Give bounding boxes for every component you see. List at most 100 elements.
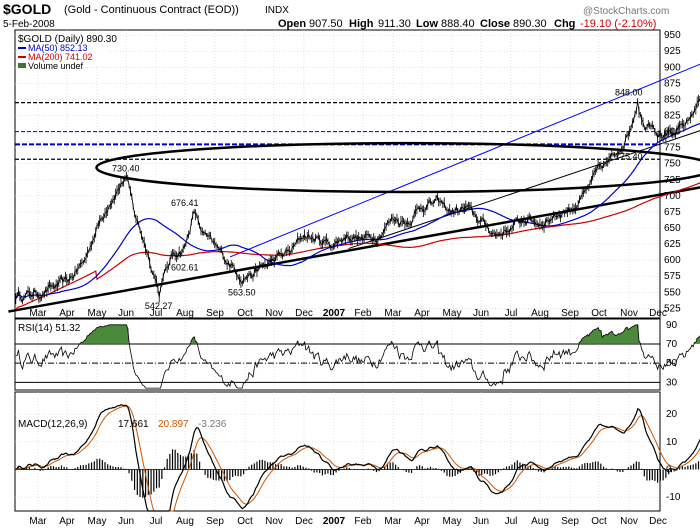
watermark: @StockCharts.com [583, 6, 669, 17]
ma200-line [15, 182, 700, 310]
low-label: Low [416, 18, 438, 30]
macd-tick-label: -10 [666, 492, 681, 503]
price-x-tick-label: Feb [354, 308, 372, 319]
x-tick-label: Oct [237, 516, 253, 527]
chg-label: Chg [554, 18, 575, 30]
legend-macd-value: 17.661 [118, 419, 149, 430]
price-line [15, 96, 700, 303]
x-tick-label: Nov [265, 516, 283, 527]
macd-line [15, 404, 700, 512]
price-tick-label: 550 [664, 287, 681, 298]
price-tick-label: 650 [664, 223, 681, 234]
legend-signal-value: 20.897 [158, 419, 189, 430]
price-x-tick-label: May [88, 308, 107, 319]
price-annotation: 848.00 [615, 88, 643, 98]
price-tick-label: 875 [664, 78, 681, 89]
trendline [8, 186, 700, 313]
high-label: High [349, 18, 374, 30]
open-label: Open [278, 18, 306, 30]
price-tick-label: 825 [664, 111, 681, 122]
price-x-tick-label: May [443, 308, 462, 319]
x-tick-label: Oct [591, 516, 607, 527]
price-tick-label: 900 [664, 62, 681, 73]
x-tick-label: Jul [505, 516, 518, 527]
price-tick-label: 950 [664, 30, 681, 41]
x-tick-label: Sep [561, 516, 579, 527]
price-x-tick-label: 2007 [323, 308, 346, 319]
legend-hist-value: -3.236 [198, 419, 227, 430]
legend-rsi: RSI(14) 51.32 [18, 323, 81, 334]
legend-main: $GOLD (Daily) 890.30 [18, 34, 117, 45]
x-tick-label: Dec [295, 516, 313, 527]
price-x-tick-label: Apr [59, 308, 75, 319]
macd-panel: -10 0 10 20 MACD(12,26,9) 17.661 20.897 -3.… [14, 391, 700, 512]
price-x-tick-label: Jul [505, 308, 518, 319]
chart-date: 5-Feb-2008 [3, 19, 55, 30]
legend-volume: Volume undef [28, 61, 84, 71]
consolidation-ellipse [95, 141, 700, 194]
price-annotation: 542.27 [145, 301, 173, 311]
price-x-tick-label: Oct [591, 308, 607, 319]
x-tick-label: Apr [414, 516, 430, 527]
rsi-tick-label: 30 [666, 377, 678, 388]
price-x-tick-label: Dec [295, 308, 313, 319]
price-tick-label: 525 [664, 303, 681, 314]
price-x-tick-label: Nov [620, 308, 638, 319]
x-tick-label: Dec [649, 516, 667, 527]
price-tick-label: 750 [664, 159, 681, 170]
trendline [348, 130, 700, 250]
chart-symbol: $GOLD [3, 1, 51, 17]
x-tick-label: Mar [384, 516, 402, 527]
price-x-tick-label: Aug [531, 308, 549, 319]
x-tick-label: Aug [176, 516, 194, 527]
macd-tick-label: 20 [666, 409, 678, 420]
x-tick-label: Jun [473, 516, 489, 527]
ma50-line [15, 122, 700, 299]
price-tick-label: 800 [664, 127, 681, 138]
rsi-panel: 30 50 70 90 RSI(14) 51.32 [14, 318, 700, 391]
price-x-tick-label: Sep [561, 308, 579, 319]
price-x-tick-label: Aug [176, 308, 194, 319]
price-panel: 730.40 676.41 602.61 542.27 563.50 848.00 775.… [8, 29, 700, 319]
price-annotation: 730.40 [112, 163, 140, 173]
price-x-tick-label: Apr [414, 308, 430, 319]
price-tick-label: 725 [664, 175, 681, 186]
price-tick-label: 775 [664, 143, 681, 154]
close-label: Close [480, 18, 510, 30]
macd-signal-line [15, 405, 700, 512]
price-tick-label: 700 [664, 191, 681, 202]
x-tick-label: Jul [150, 516, 163, 527]
price-x-tick-label: Sep [206, 308, 224, 319]
price-tick-label: 625 [664, 239, 681, 250]
price-annotation: 602.61 [171, 262, 199, 272]
close-value: 890.30 [513, 18, 547, 30]
macd-tick-label: 0 [666, 464, 672, 475]
x-tick-label: Aug [531, 516, 549, 527]
trendline [229, 63, 700, 258]
price-x-tick-label: Jun [473, 308, 489, 319]
x-tick-label: Apr [59, 516, 75, 527]
price-x-tick-label: Jun [118, 308, 134, 319]
x-tick-label: Nov [620, 516, 638, 527]
x-tick-label: Jun [118, 516, 134, 527]
price-x-tick-label: Oct [237, 308, 253, 319]
price-x-tick-label: Nov [265, 308, 283, 319]
price-annotation: 775.40 [615, 151, 643, 161]
high-value: 911.30 [378, 18, 411, 30]
price-tick-label: 675 [664, 207, 681, 218]
rsi-tick-label: 50 [666, 358, 678, 369]
price-x-tick-label: Mar [384, 308, 402, 319]
x-tick-label: Feb [354, 516, 372, 527]
price-annotation: 563.50 [228, 288, 256, 298]
price-tick-label: 575 [664, 271, 681, 282]
price-x-tick-label: Jul [150, 308, 163, 319]
rsi-tick-label: 90 [666, 320, 678, 331]
x-tick-label: Sep [206, 516, 224, 527]
x-tick-label: May [88, 516, 107, 527]
x-tick-label: 2007 [323, 516, 346, 527]
legend-ma50: MA(50) 852.13 [28, 43, 88, 53]
legend-macd: MACD(12,26,9) [18, 419, 87, 430]
price-x-tick-label: Mar [29, 308, 47, 319]
x-tick-label: May [443, 516, 462, 527]
